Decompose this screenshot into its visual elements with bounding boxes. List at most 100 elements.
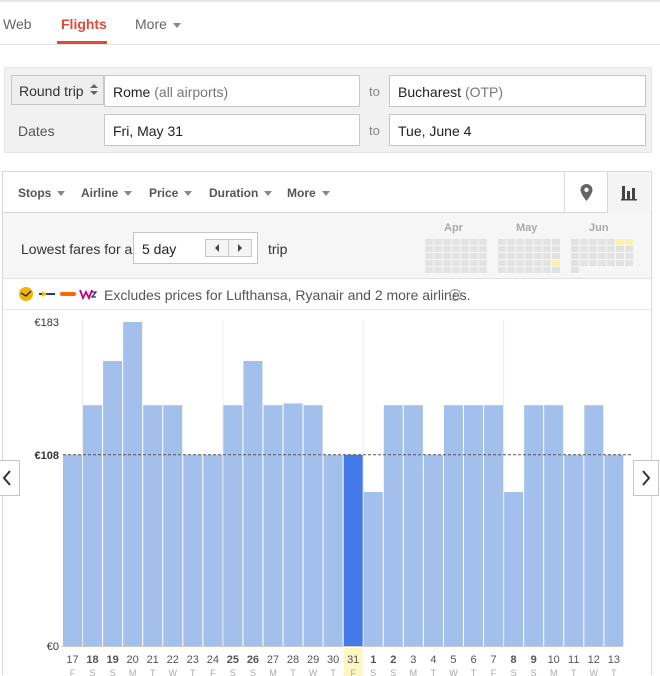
info-icon[interactable]: i (449, 289, 461, 301)
mini-calendar-day (507, 267, 515, 273)
price-bar[interactable] (564, 454, 584, 646)
price-bar[interactable] (464, 405, 483, 646)
x-tick-label[interactable]: 9 (531, 654, 537, 666)
x-tick-label[interactable]: 28 (287, 654, 299, 666)
price-bar[interactable] (604, 454, 624, 646)
price-bar[interactable] (223, 405, 243, 646)
x-tick-label[interactable]: 22 (167, 654, 179, 666)
x-tick-label[interactable]: 7 (490, 654, 496, 666)
tab-flights[interactable]: Flights (61, 16, 107, 32)
price-bar[interactable] (443, 405, 463, 646)
mini-calendar-day (534, 267, 542, 273)
trip-length-stepper[interactable]: 5 day (133, 232, 258, 264)
price-bar[interactable] (183, 454, 203, 646)
chart-view-button[interactable] (607, 172, 650, 213)
price-bar[interactable] (123, 322, 143, 646)
mini-calendar-day (552, 260, 560, 266)
price-bar[interactable] (484, 405, 504, 646)
weekday-label: F (350, 668, 356, 676)
origin-input[interactable]: Rome (all airports) (104, 75, 360, 107)
x-tick-label[interactable]: 20 (127, 654, 139, 666)
x-tick-label[interactable]: 5 (450, 654, 456, 666)
price-bar[interactable] (243, 360, 263, 646)
price-bar[interactable] (504, 491, 524, 646)
x-tick-label[interactable]: 29 (307, 654, 319, 666)
x-tick-label[interactable]: 31 (347, 654, 359, 666)
mini-calendar-day (425, 246, 433, 252)
price-bar[interactable] (103, 360, 123, 646)
mini-calendar-day (498, 260, 506, 266)
previous-dates-button[interactable] (0, 460, 20, 496)
tab-more[interactable]: More (135, 16, 181, 32)
x-tick-label[interactable]: 10 (548, 654, 560, 666)
x-tick-label[interactable]: 13 (608, 654, 620, 666)
mini-calendar-day (470, 260, 478, 266)
tab-web[interactable]: Web (3, 16, 32, 32)
filter-price[interactable]: Price (149, 186, 193, 200)
x-tick-label[interactable]: 3 (410, 654, 416, 666)
mini-calendar-day (425, 267, 433, 273)
filter-duration[interactable]: Duration (209, 186, 273, 200)
mini-calendar-day (580, 260, 588, 266)
x-tick-label[interactable]: 17 (66, 654, 78, 666)
lowest-fares-prefix: Lowest fares for a (21, 241, 133, 257)
x-tick-label[interactable]: 4 (430, 654, 436, 666)
x-tick-label[interactable]: 18 (86, 654, 98, 666)
increase-button[interactable] (228, 239, 252, 257)
mini-calendar-day (479, 260, 487, 266)
x-tick-label[interactable]: 25 (227, 654, 239, 666)
x-tick-label[interactable]: 12 (588, 654, 600, 666)
price-bar[interactable] (63, 454, 82, 646)
destination-input[interactable]: Bucharest (OTP) (389, 75, 646, 107)
next-dates-button[interactable] (633, 460, 659, 496)
map-view-button[interactable] (564, 172, 607, 213)
price-bar[interactable] (143, 405, 163, 646)
price-bar[interactable] (584, 405, 604, 646)
x-tick-label[interactable]: 2 (390, 654, 396, 666)
x-tick-label[interactable]: 27 (267, 654, 279, 666)
x-tick-label[interactable]: 8 (511, 654, 517, 666)
decrease-button[interactable] (205, 239, 229, 257)
x-tick-label[interactable]: 21 (147, 654, 159, 666)
origin-city: Rome (113, 84, 151, 100)
origin-detail: (all airports) (154, 84, 229, 100)
price-bar[interactable] (323, 454, 343, 646)
price-bar[interactable] (363, 491, 383, 646)
price-bar[interactable] (343, 454, 363, 646)
trip-type-select[interactable]: Round trip (11, 75, 104, 105)
weekday-label: M (129, 668, 137, 676)
filter-more[interactable]: More (287, 186, 330, 200)
x-tick-label[interactable]: 1 (370, 654, 376, 666)
price-bar[interactable] (383, 405, 403, 646)
price-bar[interactable] (524, 405, 544, 646)
price-bar[interactable] (403, 405, 423, 646)
filter-airline[interactable]: Airline (81, 186, 133, 200)
filter-stops[interactable]: Stops (18, 186, 66, 200)
price-bar[interactable] (263, 405, 283, 646)
x-tick-label[interactable]: 24 (207, 654, 219, 666)
price-bar[interactable] (544, 405, 564, 646)
price-bar[interactable] (423, 454, 443, 646)
excluded-airlines-notice: Excludes prices for Lufthansa, Ryanair a… (3, 279, 651, 310)
x-tick-label[interactable]: 30 (327, 654, 339, 666)
to-label-route: to (369, 84, 380, 99)
price-bar[interactable] (163, 405, 183, 646)
price-bar[interactable] (83, 405, 103, 646)
x-tick-label[interactable]: 23 (187, 654, 199, 666)
top-border (0, 0, 660, 2)
x-tick-label[interactable]: 26 (247, 654, 259, 666)
mini-calendar-overview[interactable] (421, 237, 636, 277)
return-date-input[interactable]: Tue, June 4 (389, 114, 646, 146)
price-bar[interactable] (283, 403, 303, 646)
price-bar[interactable] (203, 454, 223, 646)
destination-city: Bucharest (398, 84, 462, 100)
x-tick-label[interactable]: 11 (568, 654, 579, 666)
x-tick-label[interactable]: 6 (470, 654, 476, 666)
price-bar[interactable] (303, 405, 323, 646)
mini-calendar-day (434, 267, 442, 273)
weekday-label: T (330, 668, 336, 676)
depart-date-input[interactable]: Fri, May 31 (104, 114, 360, 146)
x-tick-label[interactable]: 19 (106, 654, 118, 666)
bar-chart-icon (621, 186, 637, 201)
mini-calendar-day (507, 253, 515, 259)
